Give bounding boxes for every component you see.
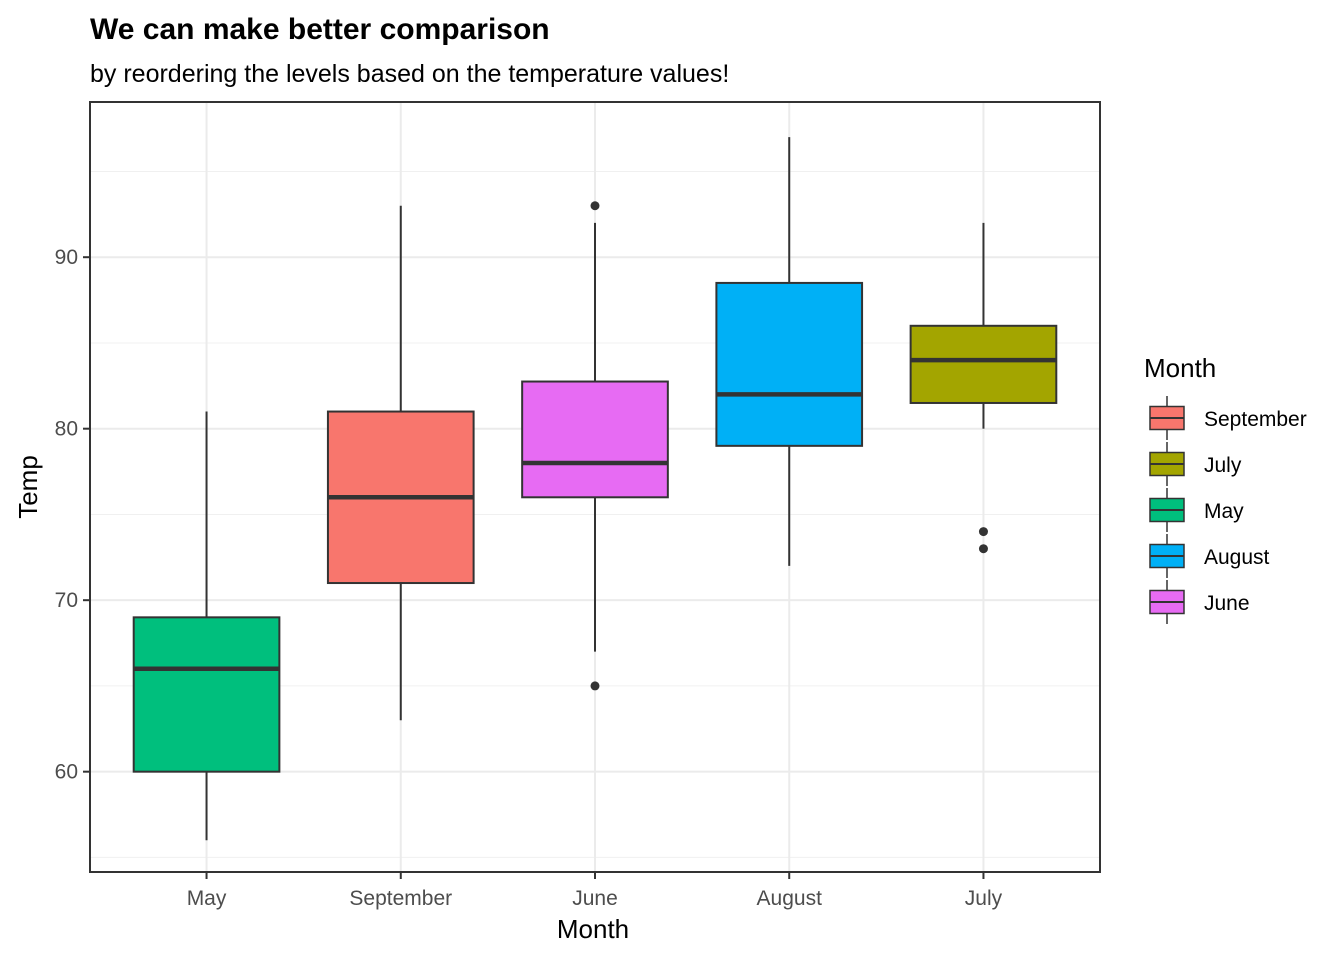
x-tick-label: September (349, 887, 452, 910)
box-iqr (132, 616, 281, 773)
box-august (715, 137, 864, 566)
legend-label: May (1204, 500, 1244, 523)
outlier-point (590, 681, 600, 691)
legend-label: August (1204, 546, 1270, 569)
legend-item-may: May (1149, 488, 1244, 532)
x-tick-label: May (187, 887, 227, 910)
legend: Month September July May August June (1144, 353, 1307, 624)
x-tick-label: June (572, 887, 618, 910)
x-tick-label: July (965, 887, 1003, 910)
legend-item-june: June (1149, 580, 1250, 624)
x-tick-label: August (757, 887, 823, 910)
box-june (521, 201, 669, 691)
legend-label: September (1204, 408, 1307, 431)
box-iqr (715, 281, 864, 447)
y-tick-label: 90 (55, 246, 78, 269)
box-iqr (909, 324, 1058, 404)
boxes-group (132, 137, 1058, 841)
y-axis-title: Temp (13, 455, 43, 519)
legend-item-august: August (1149, 534, 1270, 578)
chart-title: We can make better comparison (90, 13, 550, 46)
outlier-point (590, 201, 600, 211)
legend-label: June (1204, 592, 1250, 615)
box-july (909, 222, 1058, 554)
legend-item-september: September (1149, 396, 1307, 440)
x-axis: May September June August July (187, 872, 1003, 910)
legend-label: July (1204, 454, 1242, 477)
y-tick-label: 70 (55, 589, 78, 612)
y-tick-label: 80 (55, 418, 78, 441)
legend-item-july: July (1149, 442, 1242, 486)
box-september (326, 205, 475, 721)
box-iqr (521, 380, 669, 499)
y-axis: 60 70 80 90 (55, 246, 90, 784)
outlier-point (978, 544, 988, 554)
chart-subtitle: by reordering the levels based on the te… (90, 60, 729, 88)
legend-title: Month (1144, 353, 1216, 383)
y-tick-label: 60 (55, 761, 78, 784)
x-axis-title: Month (557, 914, 629, 944)
box-may (132, 411, 281, 841)
outlier-point (978, 527, 988, 537)
